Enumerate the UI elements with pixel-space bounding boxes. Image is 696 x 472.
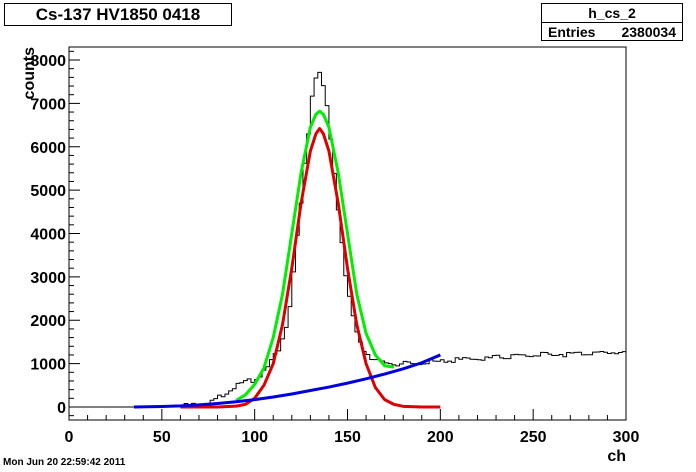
y-tick-label: 5000	[30, 183, 66, 200]
series-layer	[69, 71, 626, 409]
y-tick-label: 8000	[30, 53, 66, 70]
chart-title: Cs-137 HV1850 0418	[4, 3, 232, 26]
y-tick-label: 4000	[30, 227, 66, 244]
x-tick-label: 150	[334, 429, 361, 446]
axes-group: 0 50 100 150 200 250 3000100020003000400050006…	[30, 50, 640, 446]
y-tick-label: 2000	[30, 313, 66, 330]
fit-curve	[180, 127, 441, 409]
stats-box: h_cs_2 Entries 2380034	[541, 3, 683, 41]
y-tick-label: 0	[57, 400, 66, 417]
y-tick-label: 7000	[30, 96, 66, 113]
x-tick-label: 300	[613, 429, 640, 446]
x-tick-label: 200	[427, 429, 454, 446]
fit-curve	[133, 353, 441, 409]
timestamp: Mon Jun 20 22:59:42 2011	[3, 457, 126, 468]
y-tick-label: 1000	[30, 357, 66, 374]
histogram-name: h_cs_2	[542, 4, 682, 23]
entries-row: Entries 2380034	[542, 23, 682, 41]
x-tick-label: 0	[65, 429, 74, 446]
fit-curve	[235, 109, 395, 402]
entries-value: 2380034	[621, 24, 676, 40]
x-tick-label: 250	[520, 429, 547, 446]
x-tick-label: 100	[241, 429, 268, 446]
y-tick-label: 3000	[30, 270, 66, 287]
x-tick-label: 50	[153, 429, 171, 446]
y-axis-label: counts	[21, 47, 38, 100]
x-axis-label: ch	[607, 448, 626, 465]
entries-label: Entries	[548, 24, 596, 40]
y-tick-label: 6000	[30, 140, 66, 157]
